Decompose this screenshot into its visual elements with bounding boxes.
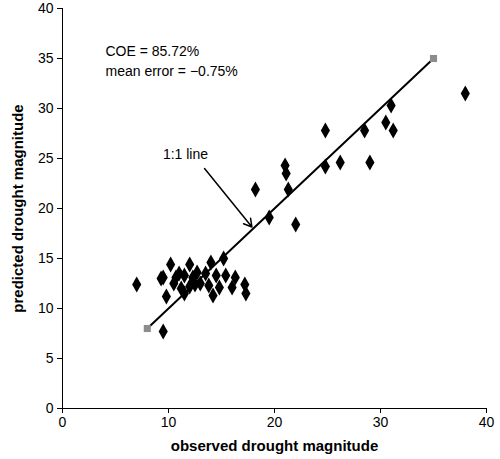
- svg-text:10: 10: [38, 300, 54, 316]
- svg-text:30: 30: [38, 100, 54, 116]
- svg-text:10: 10: [161, 414, 177, 430]
- svg-text:predicted drought magnitude: predicted drought magnitude: [9, 104, 26, 312]
- svg-text:0: 0: [46, 400, 54, 416]
- svg-text:20: 20: [267, 414, 283, 430]
- svg-text:15: 15: [38, 250, 54, 266]
- svg-text:1:1 line: 1:1 line: [163, 146, 208, 162]
- svg-text:mean error = −0.75%: mean error = −0.75%: [106, 63, 238, 79]
- svg-text:35: 35: [38, 50, 54, 66]
- svg-text:observed drought magnitude: observed drought magnitude: [171, 437, 379, 454]
- svg-text:5: 5: [46, 350, 54, 366]
- svg-text:40: 40: [479, 414, 495, 430]
- svg-text:COE = 85.72%: COE = 85.72%: [106, 43, 200, 59]
- svg-text:20: 20: [38, 200, 54, 216]
- svg-text:25: 25: [38, 150, 54, 166]
- svg-text:40: 40: [38, 0, 54, 16]
- svg-text:30: 30: [373, 414, 389, 430]
- svg-text:0: 0: [59, 414, 67, 430]
